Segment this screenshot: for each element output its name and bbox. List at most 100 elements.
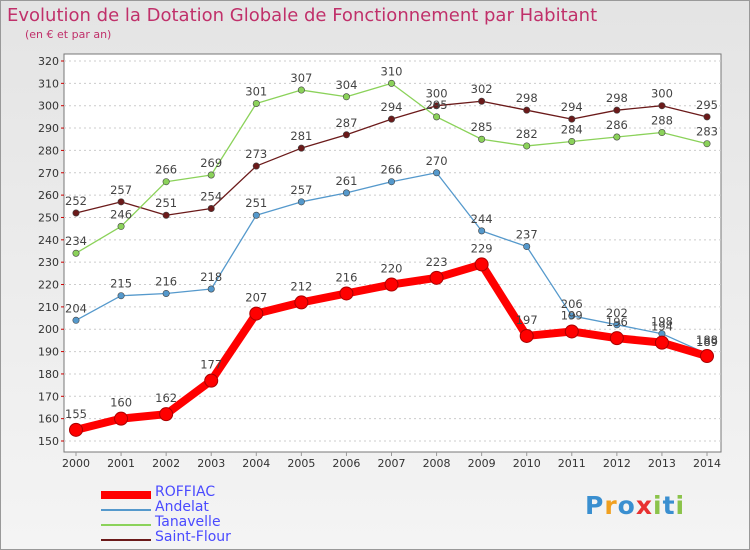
- data-label: 307: [290, 71, 312, 85]
- data-label: 266: [381, 163, 403, 177]
- data-point: [568, 312, 576, 320]
- data-point: [703, 113, 711, 121]
- x-tick-label: 2004: [242, 457, 270, 470]
- data-point: [204, 373, 219, 388]
- data-point: [523, 142, 531, 150]
- y-tick-label: 190: [38, 346, 59, 359]
- y-tick-label: 230: [38, 256, 59, 269]
- data-label: 188: [696, 333, 718, 347]
- y-tick-label: 290: [38, 122, 59, 135]
- data-point: [252, 162, 260, 170]
- chart-subtitle: (en € et par an): [25, 28, 112, 41]
- data-point: [117, 292, 125, 300]
- data-point: [117, 198, 125, 206]
- x-tick-label: 2002: [152, 457, 180, 470]
- data-point: [568, 137, 576, 145]
- data-label: 204: [65, 301, 87, 315]
- x-tick-label: 2001: [107, 457, 135, 470]
- data-point: [387, 178, 395, 186]
- data-label: 212: [290, 279, 312, 293]
- data-label: 266: [155, 163, 177, 177]
- data-label: 252: [65, 194, 87, 208]
- data-point: [658, 102, 666, 110]
- legend-label: Saint-Flour: [155, 529, 231, 545]
- data-point: [523, 243, 531, 251]
- data-label: 285: [471, 120, 493, 134]
- y-tick-label: 300: [38, 100, 59, 113]
- x-tick-label: 2014: [693, 457, 721, 470]
- data-label: 189: [696, 335, 718, 349]
- data-point: [162, 178, 170, 186]
- x-tick-label: 2000: [62, 457, 90, 470]
- data-point: [294, 295, 309, 310]
- data-point: [613, 321, 621, 329]
- y-tick-label: 250: [38, 211, 59, 224]
- data-point: [387, 115, 395, 123]
- data-label: 229: [471, 241, 493, 255]
- x-tick-label: 2007: [378, 457, 406, 470]
- data-label: 162: [155, 391, 177, 405]
- data-point: [252, 211, 260, 219]
- data-label: 251: [155, 196, 177, 210]
- data-label: 197: [516, 313, 538, 327]
- legend-label: Tanavelle: [155, 514, 221, 530]
- data-point: [342, 189, 350, 197]
- data-label: 155: [65, 407, 87, 421]
- data-label: 281: [290, 129, 312, 143]
- data-point: [297, 198, 305, 206]
- y-tick-label: 310: [38, 77, 59, 90]
- legend-swatch: [101, 491, 151, 499]
- legend-swatch: [101, 509, 151, 511]
- data-label: 261: [335, 174, 357, 188]
- data-label: 196: [606, 315, 628, 329]
- x-tick-label: 2011: [558, 457, 586, 470]
- x-tick-label: 2012: [603, 457, 631, 470]
- x-tick-label: 2013: [648, 457, 676, 470]
- data-point: [478, 97, 486, 105]
- data-point: [387, 79, 395, 87]
- data-point: [519, 328, 534, 343]
- data-point: [72, 209, 80, 217]
- data-point: [114, 411, 129, 426]
- data-label: 287: [335, 116, 357, 130]
- x-tick-label: 2005: [287, 457, 315, 470]
- data-point: [69, 422, 83, 437]
- data-label: 160: [110, 396, 132, 410]
- legend-swatch: [101, 539, 151, 541]
- data-point: [342, 93, 350, 101]
- data-label: 300: [426, 87, 448, 101]
- y-tick-label: 270: [38, 167, 59, 180]
- data-point: [433, 169, 441, 177]
- data-point: [117, 222, 125, 230]
- y-tick-label: 180: [38, 368, 59, 381]
- data-label: 202: [606, 306, 628, 320]
- data-point: [207, 171, 215, 179]
- data-label: 283: [696, 125, 718, 139]
- data-label: 304: [335, 78, 357, 92]
- x-tick-label: 2009: [468, 457, 496, 470]
- data-label: 251: [245, 196, 267, 210]
- y-tick-label: 200: [38, 323, 59, 336]
- y-tick-label: 280: [38, 144, 59, 157]
- y-tick-label: 240: [38, 234, 59, 247]
- data-label: 194: [651, 320, 673, 334]
- data-point: [159, 407, 174, 422]
- x-tick-label: 2008: [423, 457, 451, 470]
- x-tick-label: 2006: [332, 457, 360, 470]
- legend-label: ROFFIAC: [155, 484, 216, 500]
- data-label: 298: [516, 91, 538, 105]
- data-point: [478, 135, 486, 143]
- data-label: 310: [381, 64, 403, 78]
- data-label: 198: [651, 315, 673, 329]
- data-label: 273: [245, 147, 267, 161]
- data-point: [384, 277, 399, 292]
- y-tick-label: 320: [38, 55, 59, 68]
- data-label: 301: [245, 84, 267, 98]
- y-tick-label: 220: [38, 279, 59, 292]
- data-label: 294: [381, 100, 403, 114]
- data-label: 223: [426, 255, 448, 269]
- data-label: 215: [110, 277, 132, 291]
- data-label: 269: [200, 156, 222, 170]
